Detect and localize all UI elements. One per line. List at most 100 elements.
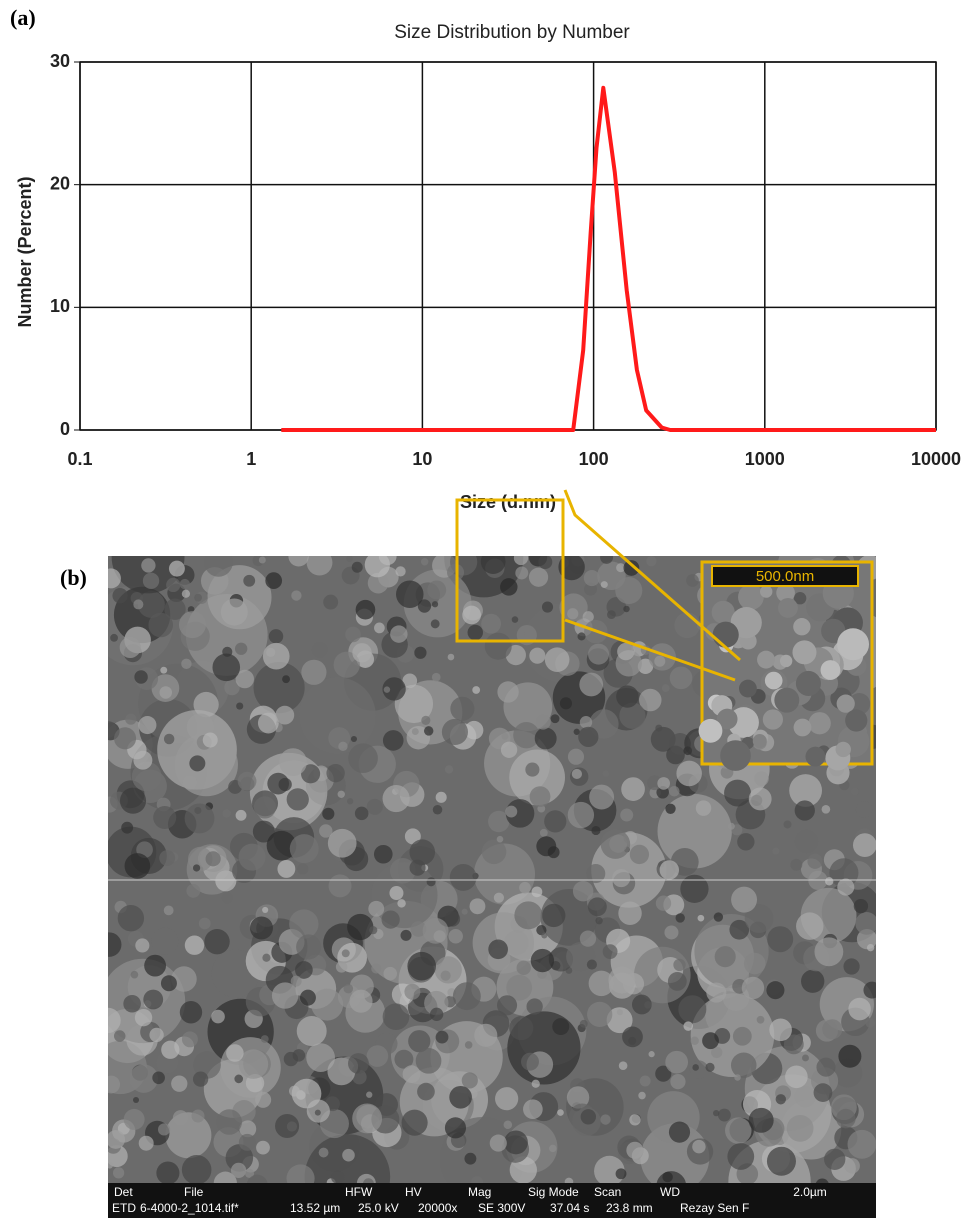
grain [680,874,709,903]
grain [110,633,118,642]
inset-grain [757,650,775,669]
grain [198,917,211,930]
grain [594,1155,625,1186]
grain [500,578,518,596]
grain [572,880,594,902]
grain [852,833,876,857]
grain [348,1053,369,1074]
grain [743,952,766,975]
grain [301,764,321,784]
grain [253,796,277,819]
grain [186,883,201,898]
grain [355,599,376,620]
grain [639,688,662,712]
grain [408,1030,431,1053]
grain [226,1044,244,1062]
inset-grain [712,621,739,648]
x-tick-label: 100 [579,449,609,469]
inset-grain [739,679,757,698]
grain [462,605,482,625]
grain [286,1164,315,1186]
grain [348,743,378,773]
grain [654,655,666,667]
grain [266,830,297,861]
grain [435,791,447,803]
grain [151,927,179,955]
grain [108,1130,126,1149]
info-bar [108,1183,876,1218]
grain [179,578,191,590]
grain [567,608,579,620]
grain [838,1044,862,1068]
grain [618,901,642,925]
info-value: 20000x [418,1201,457,1215]
grain [669,666,693,690]
grain [389,858,416,884]
grain [235,809,247,821]
grain [311,988,344,1021]
grain [119,636,141,659]
grain [616,563,626,573]
grain [844,1158,860,1174]
grain [668,1121,691,1143]
grain [181,1031,198,1048]
grain [612,868,631,888]
grain [692,1064,699,1071]
grain [702,1032,719,1050]
grain [503,1120,513,1130]
grain [236,702,244,710]
grain [626,1141,644,1159]
grain [586,959,597,970]
plot-frame [79,61,937,431]
grain [449,1085,472,1109]
data-line [281,85,936,432]
grain [275,1113,300,1139]
grain [159,686,173,699]
grain [467,624,483,641]
grain [495,1087,519,1111]
grain [347,913,374,941]
grain [347,798,354,805]
grain [202,732,218,748]
grain [245,1073,265,1093]
grain [724,779,751,807]
grain [255,1091,272,1108]
inset-grain [720,740,751,771]
grain [785,1065,808,1089]
grain [132,1096,140,1104]
grain [620,808,634,822]
grain [727,1143,755,1170]
grain [772,847,780,855]
grain [368,900,385,917]
x-axis-label: Size (d.nm) [460,492,556,512]
grain [327,828,357,858]
grain [289,909,319,939]
grain [836,1108,856,1129]
grain [566,1086,590,1109]
info-value: 37.04 s [550,1201,589,1215]
grain [351,561,363,573]
grain [577,632,586,641]
grain [396,580,424,608]
grain [667,971,687,991]
grain [402,1065,421,1084]
grain [587,1001,613,1027]
grain [509,1016,534,1041]
grain [801,969,825,993]
grain [582,611,594,623]
grain [349,989,373,1013]
grain [112,1167,125,1179]
grain [629,844,650,865]
grain [130,970,139,979]
grain [204,929,230,955]
grain [515,566,529,580]
grain [863,981,876,999]
grain [579,672,604,697]
grain [580,1109,596,1125]
grain [866,943,875,952]
grain [389,885,404,901]
inset-grain [836,694,855,713]
grain [855,801,873,818]
grain [341,949,350,958]
grain [732,1026,752,1046]
